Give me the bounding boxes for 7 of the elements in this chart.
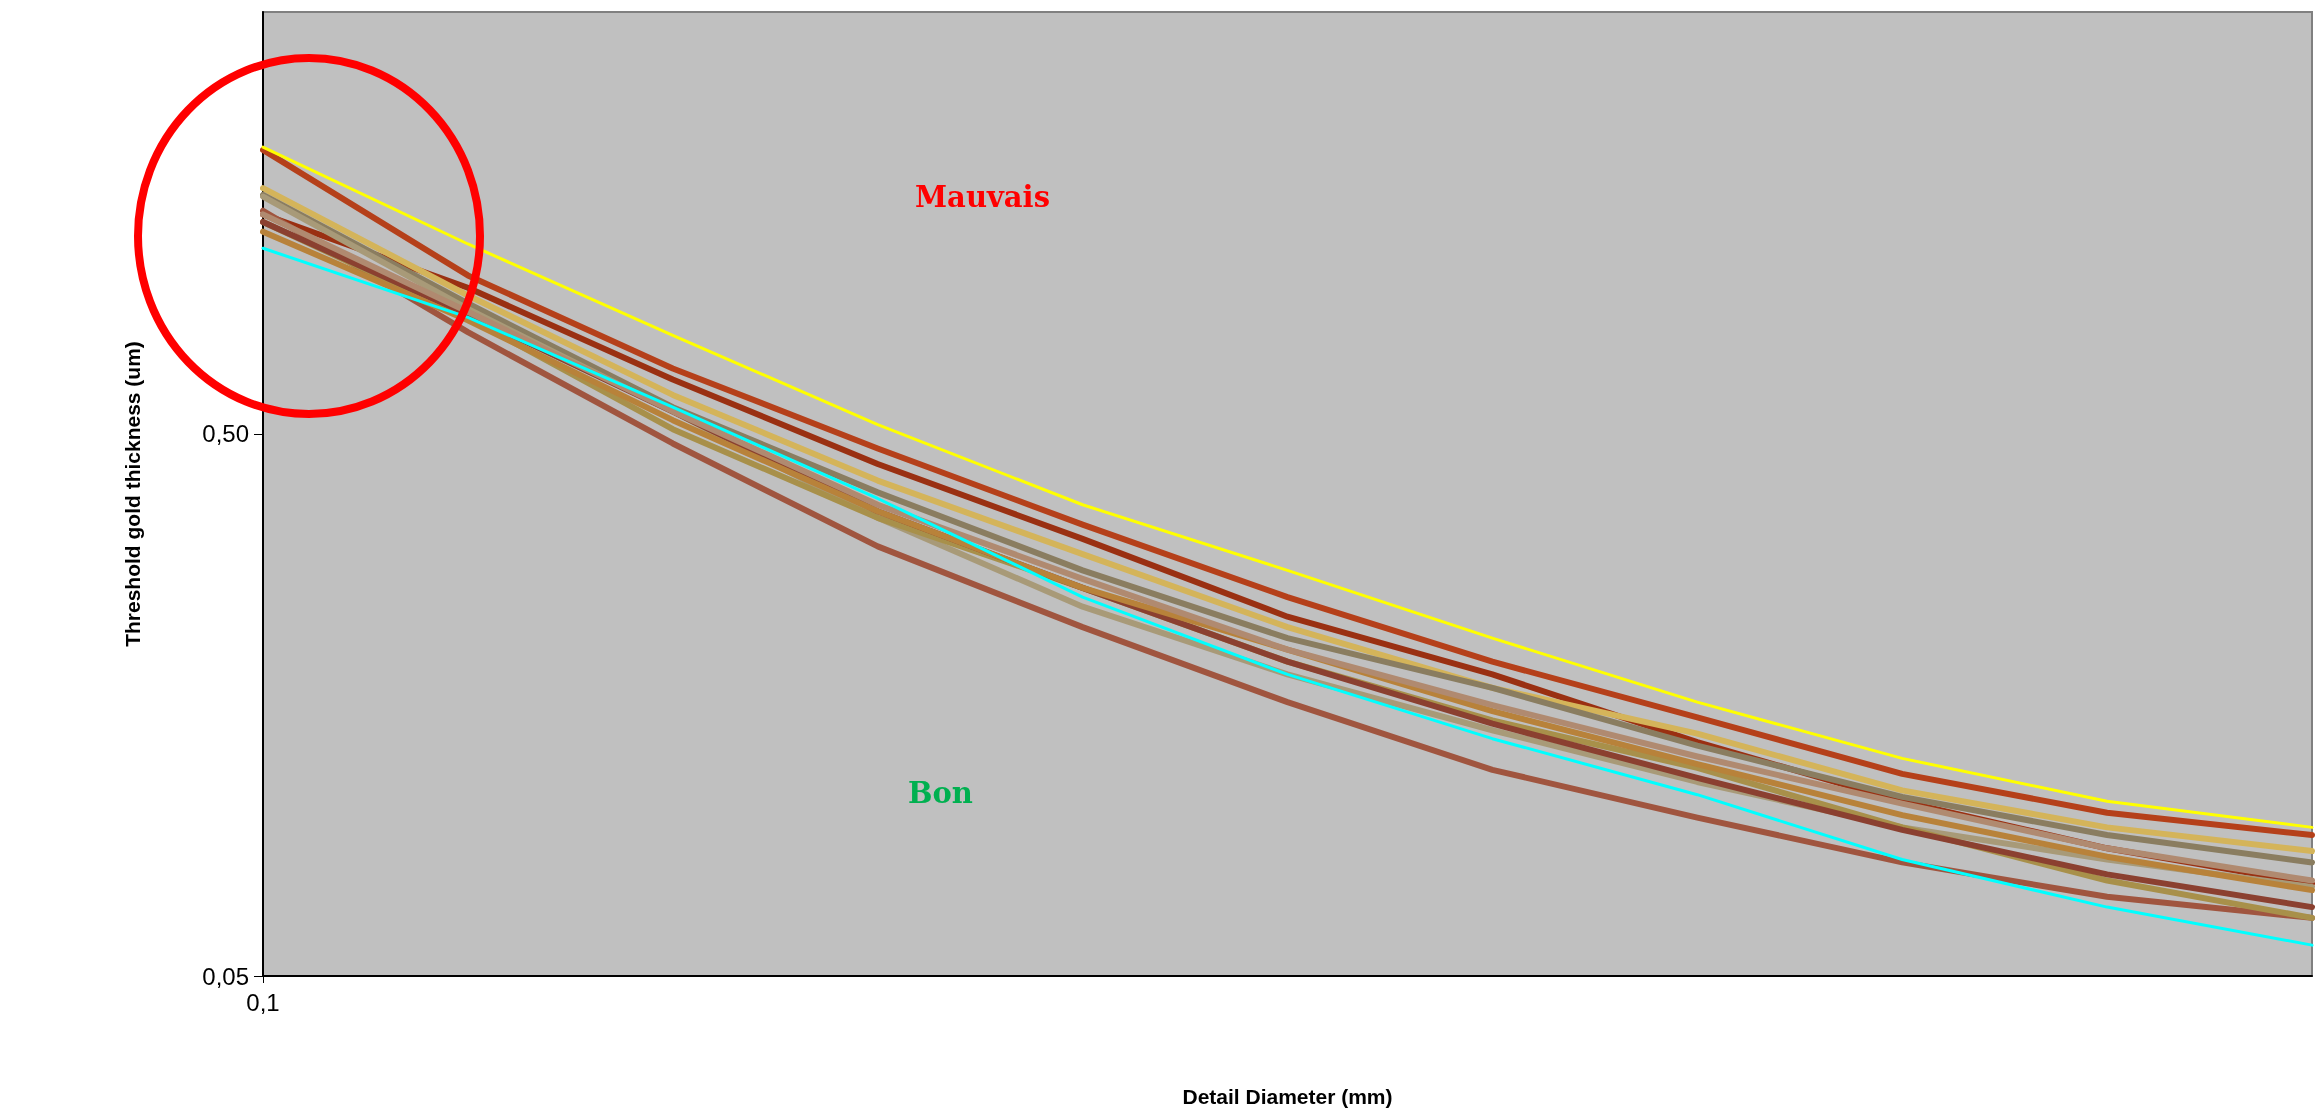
y-tick-label: 0,05 (202, 962, 249, 990)
y-axis-title: Threshold gold thickness (um) (121, 341, 144, 647)
x-axis-title: Detail Diameter (mm) (1182, 1085, 1393, 1108)
annotation: Bon (908, 775, 973, 810)
annotation: Mauvais (915, 179, 1050, 214)
x-tick-label: 0,1 (246, 988, 280, 1016)
y-tick-label: 0,50 (202, 420, 249, 448)
